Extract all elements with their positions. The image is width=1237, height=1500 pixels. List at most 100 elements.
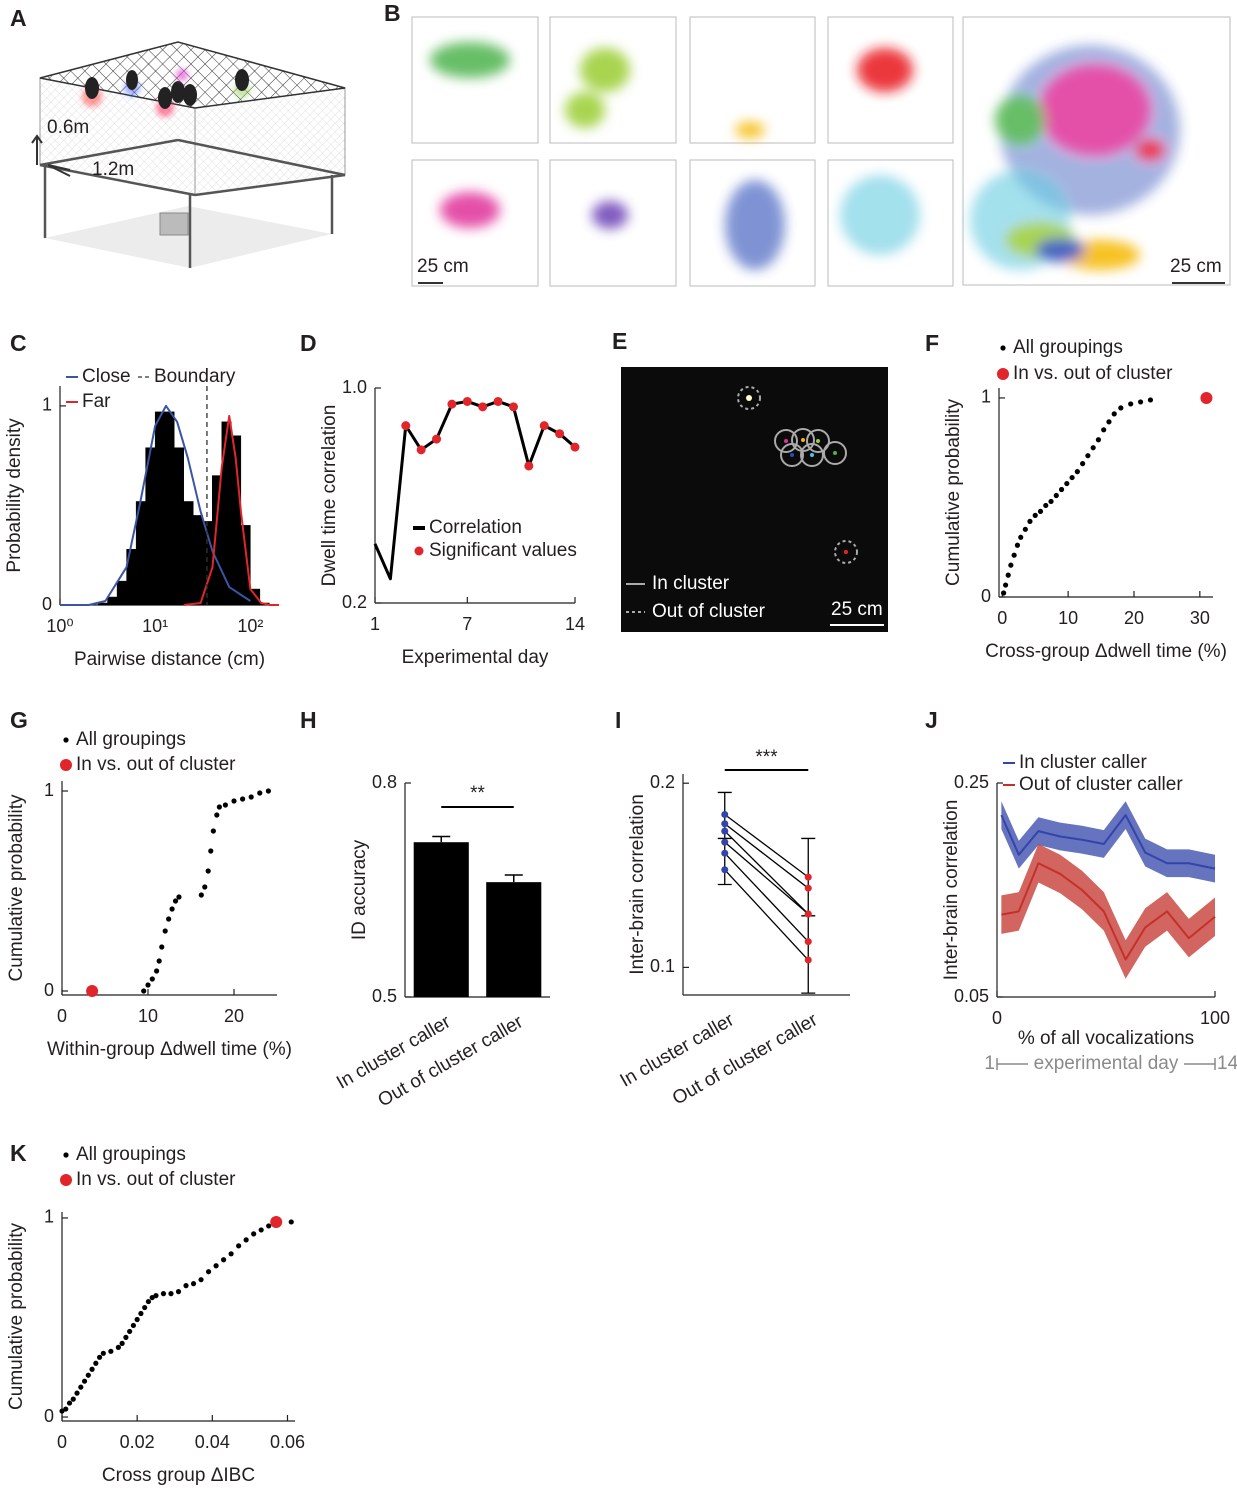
histogram-bar (173, 447, 184, 606)
point (63, 1406, 69, 1412)
in-cluster-circles (774, 428, 847, 467)
point (288, 1219, 294, 1225)
error-bar (432, 835, 451, 843)
panel-label: H (300, 707, 317, 733)
point (1111, 411, 1117, 417)
x-tick-label: 100 (1200, 1008, 1230, 1028)
point (190, 1281, 197, 1287)
point (100, 1350, 106, 1356)
point (1014, 542, 1021, 548)
y-tick-label: 0.5 (372, 986, 397, 1006)
point (85, 1372, 91, 1378)
point (524, 461, 534, 471)
point (1002, 582, 1009, 588)
x-tick-label: 20 (224, 1006, 244, 1026)
point (66, 1400, 73, 1406)
x-category-label: Out of cluster caller (669, 1009, 822, 1109)
legend-label: All groupings (76, 729, 186, 750)
point (222, 802, 228, 808)
x-axis-label: Pairwise distance (cm) (74, 649, 265, 670)
point (248, 794, 254, 800)
subject-line (724, 830, 809, 915)
point (1058, 486, 1065, 493)
histogram-bar (107, 596, 118, 606)
point (266, 1223, 272, 1229)
point (508, 402, 518, 412)
y-tick-label: 1 (44, 1207, 54, 1227)
height-arrow (31, 134, 43, 165)
point (447, 399, 457, 409)
legend-label: Close (82, 366, 131, 387)
x-tick-label: 0 (57, 1432, 67, 1452)
point (169, 906, 175, 912)
point (462, 396, 472, 406)
point (81, 1378, 88, 1384)
legend-label: In vs. out of cluster (1013, 363, 1173, 384)
y-tick-label: 0 (44, 980, 54, 1000)
point (240, 796, 246, 802)
point (1137, 399, 1144, 405)
point (570, 442, 580, 452)
point (432, 434, 442, 444)
point (1011, 552, 1017, 558)
legend-marker (63, 1152, 69, 1158)
point (175, 1289, 182, 1295)
x-tick-label: 10 (1058, 608, 1078, 628)
y-tick-label: 0.25 (954, 772, 989, 792)
point (138, 1310, 144, 1317)
panel-label: I (615, 707, 621, 733)
note-end: 14 (1217, 1053, 1237, 1074)
point (1001, 590, 1007, 596)
point (265, 788, 271, 794)
panel-label: B (384, 0, 401, 26)
panel-label: K (10, 1140, 27, 1166)
histogram-bar (192, 515, 204, 606)
subject-line (724, 813, 809, 878)
point (153, 1293, 159, 1299)
x-tick-label: 20 (1124, 608, 1144, 628)
x-tick-label: 10 (138, 1006, 158, 1026)
y-tick-label: 1 (44, 780, 54, 800)
legend-marker (414, 546, 424, 556)
point (1118, 405, 1124, 411)
y-tick-label: 1 (42, 395, 52, 415)
x-tick-label: 0.04 (195, 1432, 230, 1452)
subject-point (721, 866, 729, 874)
scale-label: 25 cm (1170, 256, 1222, 277)
y-axis-label: Cumulative probability (6, 1223, 27, 1410)
y-tick-label: 0.8 (372, 772, 397, 792)
point (555, 429, 565, 439)
width-label: 1.2m (92, 159, 134, 180)
point (198, 1277, 204, 1283)
point (198, 892, 204, 898)
subject-point (804, 956, 812, 964)
y-axis-label: Probability density (4, 418, 25, 573)
cluster-image: E In cluster Out of cluster 25 cm (612, 328, 888, 632)
subject-point (721, 827, 729, 835)
point (1048, 498, 1054, 505)
subject-point (721, 838, 729, 846)
subject-line (724, 852, 809, 943)
height-label: 0.6m (47, 117, 89, 138)
histogram-bar (231, 435, 242, 606)
scale-label: 25 cm (831, 599, 883, 620)
point (1080, 461, 1086, 467)
legend-label: In vs. out of cluster (76, 1169, 236, 1190)
panel-label: E (612, 328, 627, 354)
y-tick-label: 0 (42, 594, 52, 614)
legend-label: Far (82, 391, 111, 412)
y-tick-label: 0.2 (650, 772, 675, 792)
subject-point (804, 873, 812, 881)
point (228, 1251, 234, 1257)
panel-label: J (925, 707, 938, 733)
y-axis-label: Inter-brain correlation (627, 794, 648, 975)
point (168, 1291, 174, 1297)
x-tick-label: 10² (237, 616, 263, 636)
point (141, 988, 147, 994)
note-mask (1028, 1052, 1184, 1076)
x-axis-label: Within-group Δdwell time (%) (47, 1039, 292, 1060)
legend-marker (1000, 345, 1006, 351)
error-bar (717, 791, 732, 886)
legend-label: Out of cluster (652, 601, 766, 622)
